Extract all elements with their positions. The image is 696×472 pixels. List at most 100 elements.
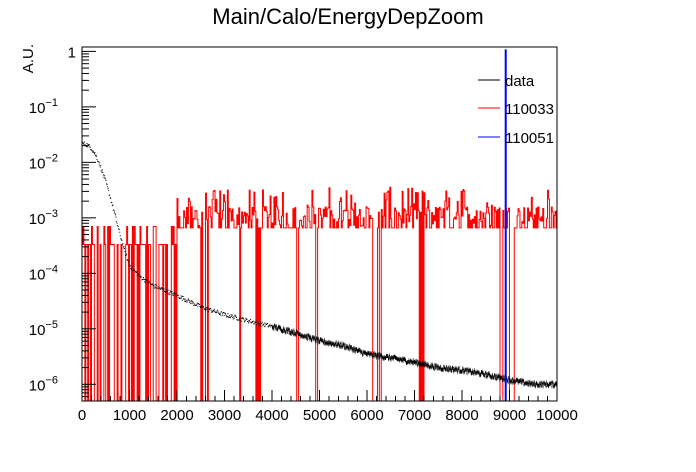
series-data-point [243,321,245,323]
series-data-point [261,322,263,324]
series-data-point [154,287,156,289]
series-data-point [196,302,198,304]
series-data-point [204,309,206,311]
series-data-point [97,160,99,162]
series-data-point [118,228,120,230]
series-data-point [149,282,151,284]
series-data-point [227,316,229,318]
series-data-point [134,269,136,271]
series-data-point [207,307,209,309]
series-data-point [156,286,158,288]
series-data-point [269,326,271,328]
series-data-point [203,307,205,309]
series-data-point [248,322,250,324]
series-data-point [207,310,209,312]
series-data-point [197,303,199,305]
series-data-point [223,312,225,314]
series-data-point [120,239,122,241]
series-data-point [148,280,150,282]
series-data-point [228,317,230,319]
series-data-point [198,303,200,305]
series-data-point [132,269,134,271]
series-data-point [96,158,98,160]
series-data-point [105,180,107,182]
series-data-point [224,313,226,315]
series-data-point [127,259,129,261]
series-data-point [170,291,172,293]
series-data-point [260,325,262,327]
series-data-point [129,265,131,267]
series-data-point [206,309,208,311]
series-data-point [256,321,258,323]
series-data-point [122,247,124,249]
series-data-point [203,306,205,308]
x-tick-label: 9000 [493,407,526,424]
series-data-point [202,306,204,308]
series-data-point [117,226,119,228]
y-tick-label: 10−3 [29,208,58,228]
series-data-point [132,268,134,270]
series-data-point [146,279,148,281]
series-data-point [180,297,182,299]
series-data-point [104,178,106,180]
series-data-point [229,317,231,319]
y-tick-label: 10−5 [29,319,58,339]
series-data-point [215,312,217,314]
series-data-point [98,164,100,166]
y-axis-label: A.U. [20,44,37,73]
series-data-point [134,270,136,272]
series-data-point [270,325,272,327]
series-data-point [120,238,122,240]
series-data-point [235,317,237,319]
series-data-point [262,324,264,326]
series-data-point [123,247,125,249]
x-tick-label: 4000 [255,407,288,424]
series-data-point [185,299,187,301]
series-data-point [206,307,208,309]
series-data-point [96,155,98,157]
series-data-point [178,297,180,299]
series-data-point [180,295,182,297]
series-data-point [122,243,124,245]
series-data-point [263,323,265,325]
series-data-point [198,303,200,305]
series-data-point [258,325,260,327]
series-data-point [160,287,162,289]
series-data-point [237,319,239,321]
x-tick-label: 0 [78,407,86,424]
series-data-point [238,319,240,321]
x-tick-label: 10000 [536,407,578,424]
series-data-point [164,290,166,292]
series-data-point [234,315,236,317]
x-tick-label: 3000 [208,407,241,424]
series-data-point [264,322,266,324]
series-data-point [159,287,161,289]
legend-label-data: data [505,73,535,90]
series-data-point [133,269,135,271]
series-data-point [144,281,146,283]
x-tick-label: 2000 [160,407,193,424]
series-data-point [187,299,189,301]
series-data-point [213,309,215,311]
series-data-point [115,214,117,216]
series-data-point [128,264,130,266]
series-data-point [235,316,237,317]
series-data-point [205,307,207,309]
series-data-point [82,141,84,143]
series-data-point [259,322,261,324]
series-data-point [240,319,242,321]
series-data-point [152,284,154,286]
series-data-point [219,312,221,314]
series-data-point [111,205,113,207]
series-data-point [193,304,195,306]
series-data-point [194,304,196,306]
series-data-point [188,301,190,303]
series-data-point [174,293,176,295]
series-data-point [137,273,139,275]
series-data-point [157,287,159,289]
series-data-point [113,211,115,213]
series-data-point [115,216,117,218]
y-tick-label: 10−6 [29,374,58,394]
series-data-point [150,284,152,286]
